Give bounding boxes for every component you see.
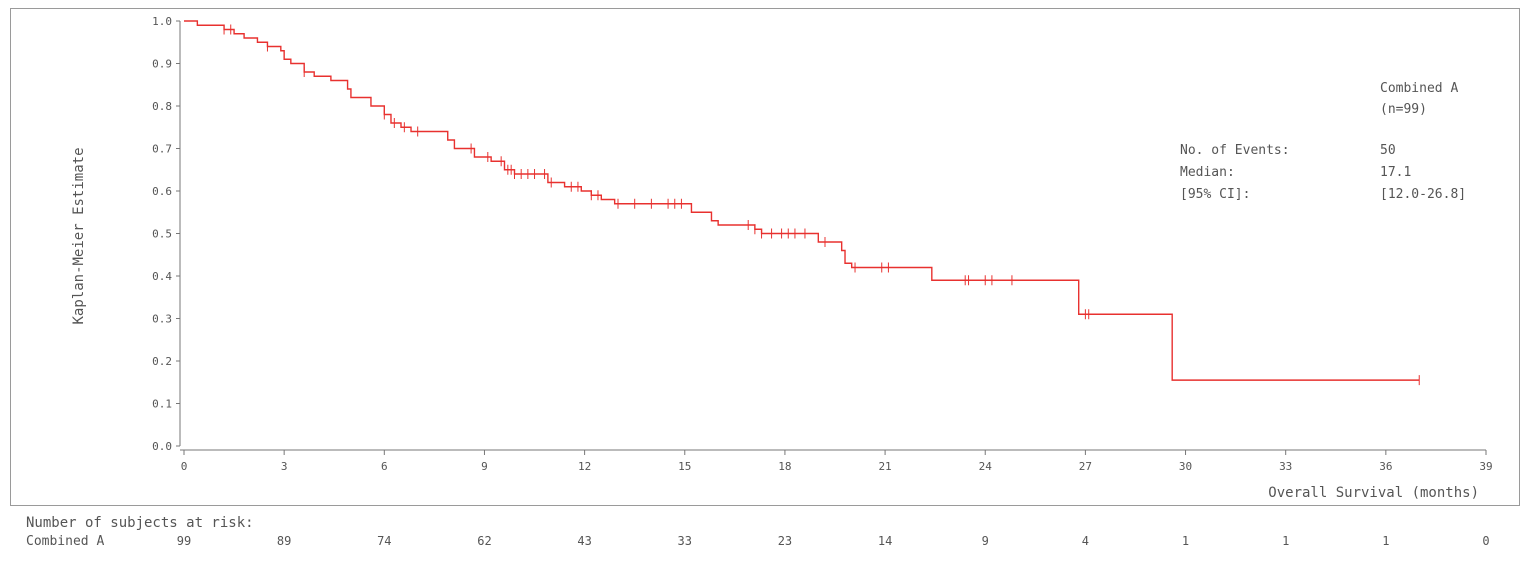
x-tick-label: 6 — [381, 460, 388, 473]
at-risk-count: 9 — [982, 534, 989, 548]
at-risk-count: 33 — [678, 534, 692, 548]
at-risk-count: 23 — [778, 534, 792, 548]
x-tick-label: 36 — [1379, 460, 1392, 473]
at-risk-count: 0 — [1482, 534, 1489, 548]
legend-median-value: 17.1 — [1380, 165, 1411, 180]
x-tick-label: 33 — [1279, 460, 1292, 473]
at-risk-count: 89 — [277, 534, 291, 548]
x-tick-label: 9 — [481, 460, 488, 473]
legend-ci-label: [95% CI]: — [1180, 187, 1250, 202]
at-risk-count: 1 — [1382, 534, 1389, 548]
y-tick-label: 0.2 — [152, 355, 172, 368]
legend-ci-value: [12.0-26.8] — [1380, 187, 1466, 202]
x-tick-label: 27 — [1079, 460, 1092, 473]
y-ticks: 0.0 0.1 0.2 0.3 0.4 0.5 0.6 0.7 0.8 0.9 1.0 — [152, 15, 180, 453]
y-tick-label: 0.4 — [152, 270, 172, 283]
legend-events-value: 50 — [1380, 143, 1396, 158]
x-tick-label: 0 — [181, 460, 188, 473]
at-risk-count: 99 — [177, 534, 191, 548]
at-risk-count: 14 — [878, 534, 892, 548]
x-tick-label: 30 — [1179, 460, 1192, 473]
legend-group: Combined A — [1380, 81, 1458, 96]
x-tick-label: 39 — [1479, 460, 1492, 473]
x-tick-label: 24 — [979, 460, 993, 473]
chart-frame — [10, 8, 1520, 506]
at-risk-count: 43 — [577, 534, 591, 548]
at-risk-count: 4 — [1082, 534, 1089, 548]
at-risk-title: Number of subjects at risk: — [26, 515, 254, 531]
x-tick-label: 18 — [778, 460, 791, 473]
at-risk-count: 1 — [1182, 534, 1189, 548]
at-risk-counts: 99 89 74 62 43 33 23 14 9 4 1 1 1 0 — [177, 534, 1490, 548]
y-tick-label: 0.3 — [152, 313, 172, 326]
x-tick-label: 21 — [878, 460, 891, 473]
at-risk-table: Number of subjects at risk: Combined A 9… — [26, 515, 1490, 549]
censor-marks — [223, 24, 1420, 386]
legend-events-label: No. of Events: — [1180, 143, 1290, 158]
x-tick-label: 12 — [578, 460, 591, 473]
y-tick-label: 0.7 — [152, 143, 172, 156]
y-tick-label: 0.9 — [152, 58, 172, 71]
y-tick-label: 0.1 — [152, 398, 172, 411]
legend: Combined A (n=99) No. of Events: 50 Medi… — [1180, 81, 1466, 202]
y-tick-label: 0.6 — [152, 185, 172, 198]
y-tick-label: 0.0 — [152, 440, 172, 453]
survival-curve — [184, 20, 1420, 381]
x-axis-label: Overall Survival (months) — [1268, 485, 1479, 501]
at-risk-count: 1 — [1282, 534, 1289, 548]
legend-median-label: Median: — [1180, 165, 1235, 180]
x-tick-label: 15 — [678, 460, 691, 473]
y-tick-label: 0.8 — [152, 100, 172, 113]
at-risk-count: 62 — [477, 534, 491, 548]
at-risk-group: Combined A — [26, 534, 104, 549]
y-axis-label: Kaplan-Meier Estimate — [71, 147, 87, 324]
axes — [179, 21, 1486, 451]
y-tick-label: 0.5 — [152, 228, 172, 241]
legend-n: (n=99) — [1380, 102, 1427, 117]
y-tick-label: 1.0 — [152, 15, 172, 28]
x-tick-label: 3 — [281, 460, 288, 473]
at-risk-count: 74 — [377, 534, 391, 548]
x-ticks: 0 3 6 9 12 15 18 21 24 27 30 33 36 39 — [181, 450, 1493, 473]
